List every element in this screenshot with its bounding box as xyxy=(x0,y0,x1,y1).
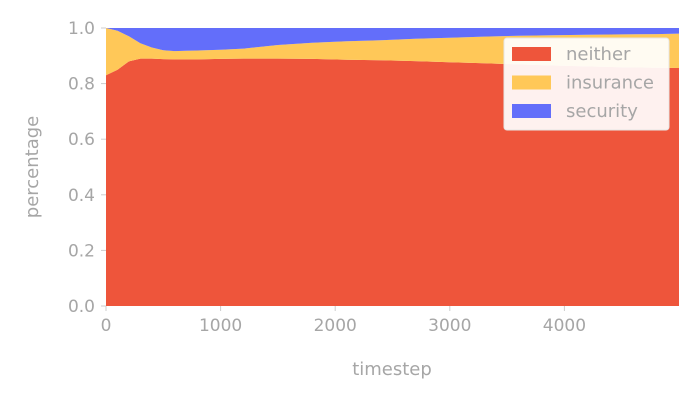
x-tick-label: 3000 xyxy=(428,316,471,336)
legend-swatch-security xyxy=(512,104,551,118)
legend-swatch-insurance xyxy=(512,75,551,90)
y-axis-title: percentage xyxy=(22,116,43,218)
y-axis: 0.0 0.2 0.4 0.6 0.8 1.0 xyxy=(68,19,106,317)
x-tick-label: 0 xyxy=(101,316,112,336)
y-tick-label: 1.0 xyxy=(68,19,95,39)
x-axis-title: timestep xyxy=(352,359,432,380)
area-security xyxy=(106,28,679,52)
x-tick-label: 4000 xyxy=(543,316,586,336)
x-tick-label: 1000 xyxy=(199,316,242,336)
y-tick-label: 0.0 xyxy=(68,297,95,317)
y-tick-label: 0.2 xyxy=(68,241,95,261)
y-tick-label: 0.8 xyxy=(68,75,95,95)
legend-label-neither: neither xyxy=(566,44,631,65)
x-axis: 0 1000 2000 3000 4000 xyxy=(101,306,586,336)
legend: neither insurance security xyxy=(503,37,670,131)
x-tick-label: 2000 xyxy=(314,316,357,336)
y-tick-label: 0.4 xyxy=(68,186,95,206)
legend-swatch-neither xyxy=(512,47,551,61)
legend-label-insurance: insurance xyxy=(566,73,654,94)
legend-label-security: security xyxy=(566,101,638,122)
y-tick-label: 0.6 xyxy=(68,130,95,150)
